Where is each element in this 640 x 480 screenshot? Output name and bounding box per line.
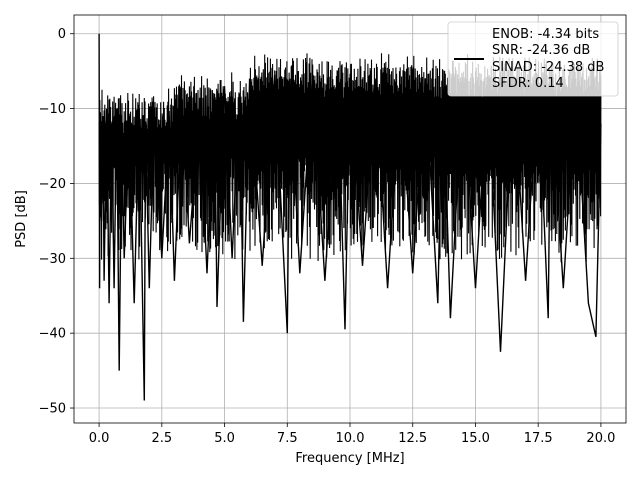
legend-box [447,21,619,97]
x-tick-label: 2.5 [151,431,172,446]
x-tick-label: 0.0 [89,431,110,446]
y-axis-label: PSD [dB] [14,190,29,248]
legend-entry-enob: ENOB: -4.34 bits [492,27,599,42]
x-tick-label: 10.0 [336,431,365,446]
plot-area [98,33,602,401]
x-axis-label: Frequency [MHz] [295,451,404,466]
x-tick-label: 7.5 [277,431,298,446]
legend-entry-sinad: SINAD: -24.38 dB [492,60,604,75]
legend-entry-sfdr: SFDR: 0.14 [492,76,564,91]
legend-entry-snr: SNR: -24.36 dB [492,43,590,58]
y-tick-label: −20 [39,177,66,192]
x-tick-label: 5.0 [214,431,235,446]
psd-noise-trace [98,53,602,263]
y-tick-label: −30 [39,252,66,267]
x-tick-label: 15.0 [461,431,490,446]
y-tick-label: −40 [39,327,66,342]
x-tick-label: 17.5 [524,431,553,446]
x-tick-label: 20.0 [586,431,615,446]
x-tick-label: 12.5 [398,431,427,446]
x-axis-ticks: 0.0 2.5 5.0 7.5 10.0 12.5 15.0 17.5 20.0 [89,423,615,446]
series-layer [98,33,602,401]
y-axis-ticks: 0 −10 −20 −30 −40 −50 [39,27,74,417]
y-tick-label: −10 [39,102,66,117]
legend: ENOB: -4.34 bits SNR: -24.36 dB SINAD: -… [447,21,619,97]
y-tick-label: −50 [39,402,66,417]
y-tick-label: 0 [58,27,66,42]
